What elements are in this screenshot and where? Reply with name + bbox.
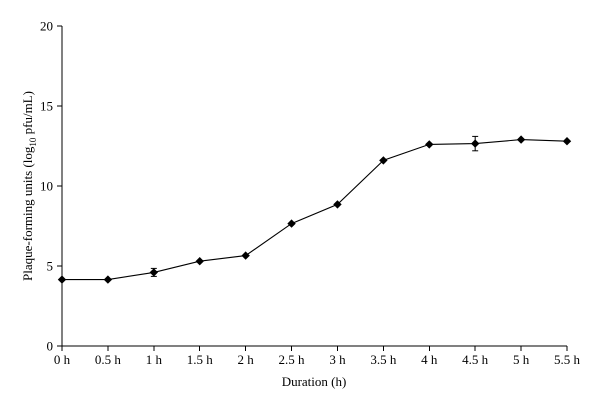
x-tick-label: 5 h — [513, 352, 530, 367]
plot-area — [57, 135, 572, 284]
y-tick-label: 20 — [40, 19, 53, 34]
data-point — [516, 135, 526, 144]
x-tick-label: 3 h — [329, 352, 346, 367]
y-ticks: 0 5 10 15 20 — [40, 19, 62, 354]
x-tick-label: 2 h — [238, 352, 255, 367]
y-tick-label: 5 — [47, 259, 54, 274]
x-axis: 0 h 0.5 h 1 h 1.5 h 2 h 2.5 h 3 h 3.5 h 4 h 4.5 h… — [54, 345, 581, 367]
x-tick-label: 0 h — [54, 352, 71, 367]
data-point — [103, 275, 113, 284]
y-axis-label-unit: pfu/mL) — [20, 91, 35, 138]
data-point — [333, 200, 342, 209]
y-tick-label: 0 — [47, 339, 54, 354]
data-point — [195, 257, 204, 266]
y-tick-label: 10 — [40, 179, 53, 194]
data-point — [379, 156, 388, 165]
y-axis-label: Plaque-forming units (log10 pfu/mL) — [20, 91, 38, 281]
x-tick-label: 1 h — [146, 352, 163, 367]
data-point — [241, 251, 250, 260]
data-point — [562, 137, 572, 146]
series-line — [62, 139, 568, 281]
data-point — [470, 139, 480, 148]
x-tick-label: 5.5 h — [554, 352, 581, 367]
x-axis-label: Duration (h) — [282, 374, 347, 389]
data-point — [57, 275, 67, 284]
data-point — [149, 268, 159, 277]
x-tick-label: 4.5 h — [462, 352, 489, 367]
y-axis-label-subscript: 10 — [28, 137, 38, 147]
x-tick-label: 3.5 h — [370, 352, 397, 367]
y-tick-label: 15 — [40, 99, 53, 114]
x-tick-label: 1.5 h — [187, 352, 214, 367]
x-tick-label: 2.5 h — [279, 352, 306, 367]
data-point — [287, 219, 296, 228]
y-axis: 0 5 10 15 20 — [40, 19, 63, 354]
x-ticks: 0 h 0.5 h 1 h 1.5 h 2 h 2.5 h 3 h 3.5 h 4 h 4.5 h… — [54, 346, 581, 367]
x-tick-label: 0.5 h — [95, 352, 122, 367]
y-axis-label-main: Plaque-forming units (log — [20, 146, 35, 281]
x-tick-label: 4 h — [421, 352, 438, 367]
data-point — [425, 140, 434, 149]
